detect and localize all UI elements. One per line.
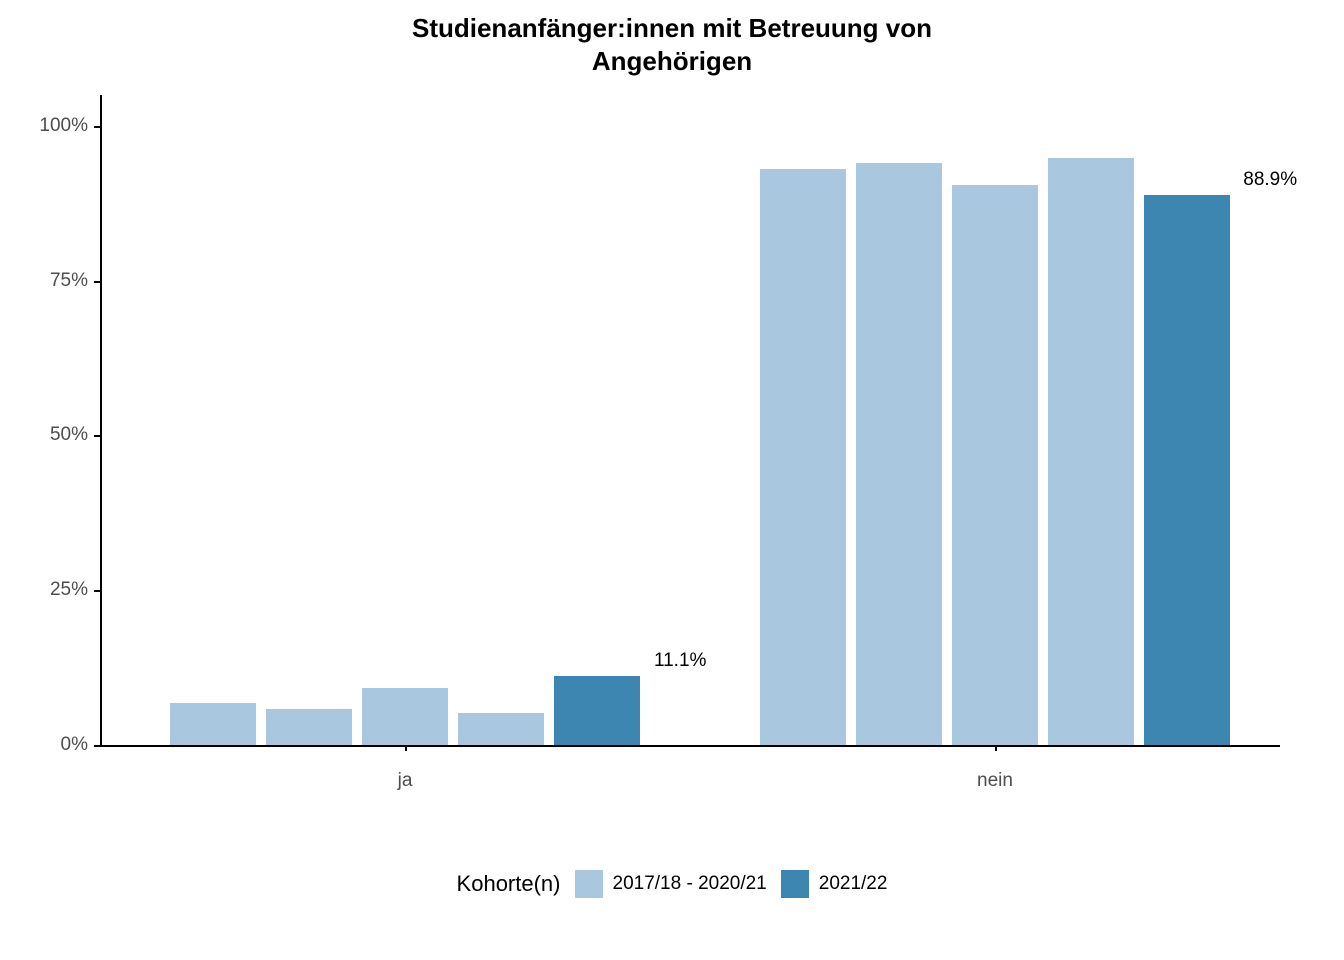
bar: [1144, 195, 1230, 745]
bar: [458, 713, 544, 745]
x-tick-label: ja: [398, 770, 413, 792]
bar: [1048, 158, 1134, 745]
y-tick-mark: [94, 126, 100, 128]
x-tick-label: nein: [977, 770, 1013, 792]
chart-container: Studienanfänger:innen mit Betreuung von …: [0, 0, 1344, 960]
y-axis-line: [100, 95, 102, 745]
bar: [554, 676, 640, 745]
plot-panel: 11.1%88.9%: [100, 95, 1280, 745]
y-tick-label: 100%: [0, 115, 88, 137]
bar-value-label: 88.9%: [1243, 169, 1297, 191]
chart-title: Studienanfänger:innen mit Betreuung von …: [0, 12, 1344, 77]
legend: Kohorte(n) 2017/18 - 2020/21 2021/22: [0, 870, 1344, 898]
title-line-1: Studienanfänger:innen mit Betreuung von: [412, 13, 932, 43]
y-tick-mark: [94, 745, 100, 747]
legend-label: 2021/22: [819, 873, 888, 895]
x-axis-line: [100, 745, 1280, 747]
bar: [362, 688, 448, 745]
legend-title: Kohorte(n): [457, 871, 561, 897]
y-tick-label: 0%: [0, 734, 88, 756]
legend-item: 2017/18 - 2020/21: [575, 870, 767, 898]
bar: [856, 163, 942, 745]
y-tick-label: 75%: [0, 270, 88, 292]
legend-label: 2017/18 - 2020/21: [613, 873, 767, 895]
bar-value-label: 11.1%: [654, 650, 706, 672]
y-tick-mark: [94, 590, 100, 592]
y-tick-mark: [94, 435, 100, 437]
bar: [266, 709, 352, 745]
bar: [760, 169, 846, 745]
x-tick-mark: [995, 745, 997, 751]
y-tick-label: 25%: [0, 579, 88, 601]
legend-swatch: [781, 870, 809, 898]
bar: [952, 185, 1038, 745]
legend-swatch: [575, 870, 603, 898]
y-tick-mark: [94, 281, 100, 283]
title-line-2: Angehörigen: [592, 46, 752, 76]
y-tick-label: 50%: [0, 424, 88, 446]
legend-item: 2021/22: [781, 870, 888, 898]
bar: [170, 703, 256, 745]
x-tick-mark: [405, 745, 407, 751]
